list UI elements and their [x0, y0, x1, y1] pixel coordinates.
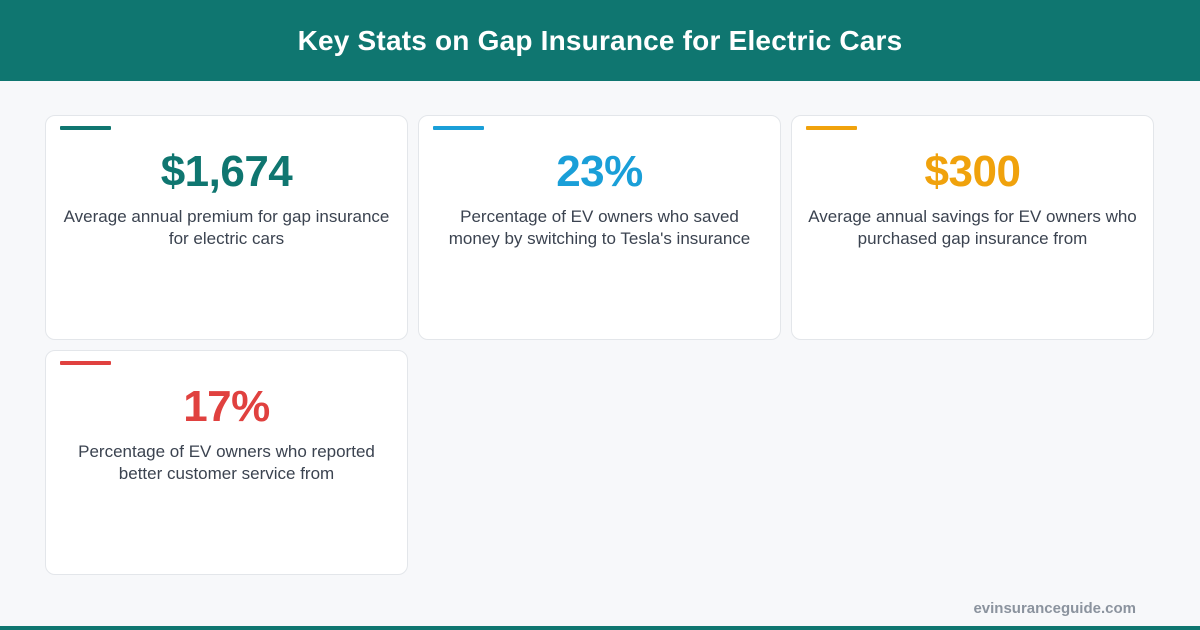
stat-description: Average annual premium for gap insurance… — [63, 207, 390, 248]
footer-site-name: evinsuranceguide.com — [973, 600, 1136, 617]
stat-value: $1,674 — [160, 147, 293, 196]
stat-value: 23% — [556, 147, 643, 196]
stat-description: Average annual savings for EV owners who… — [808, 207, 1137, 248]
stat-description: Percentage of EV owners who reported bet… — [78, 442, 375, 483]
card-accent-bar — [806, 126, 857, 130]
card-accent-bar — [60, 361, 111, 365]
stat-card-savings: $300 Average annual savings for EV owner… — [791, 115, 1154, 340]
stat-card-tesla-savers: 23% Percentage of EV owners who saved mo… — [418, 115, 781, 340]
stat-card-customer-service: 17% Percentage of EV owners who reported… — [45, 350, 408, 575]
stat-description: Percentage of EV owners who saved money … — [448, 207, 751, 248]
stat-value: 17% — [183, 382, 270, 431]
card-accent-bar — [60, 126, 111, 130]
page-title: Key Stats on Gap Insurance for Electric … — [297, 24, 903, 56]
stat-card-premium: $1,674 Average annual premium for gap in… — [45, 115, 408, 340]
card-accent-bar — [433, 126, 484, 130]
stat-value: $300 — [924, 147, 1021, 196]
header-banner: Key Stats on Gap Insurance for Electric … — [0, 0, 1200, 81]
footer-bar — [0, 626, 1200, 630]
